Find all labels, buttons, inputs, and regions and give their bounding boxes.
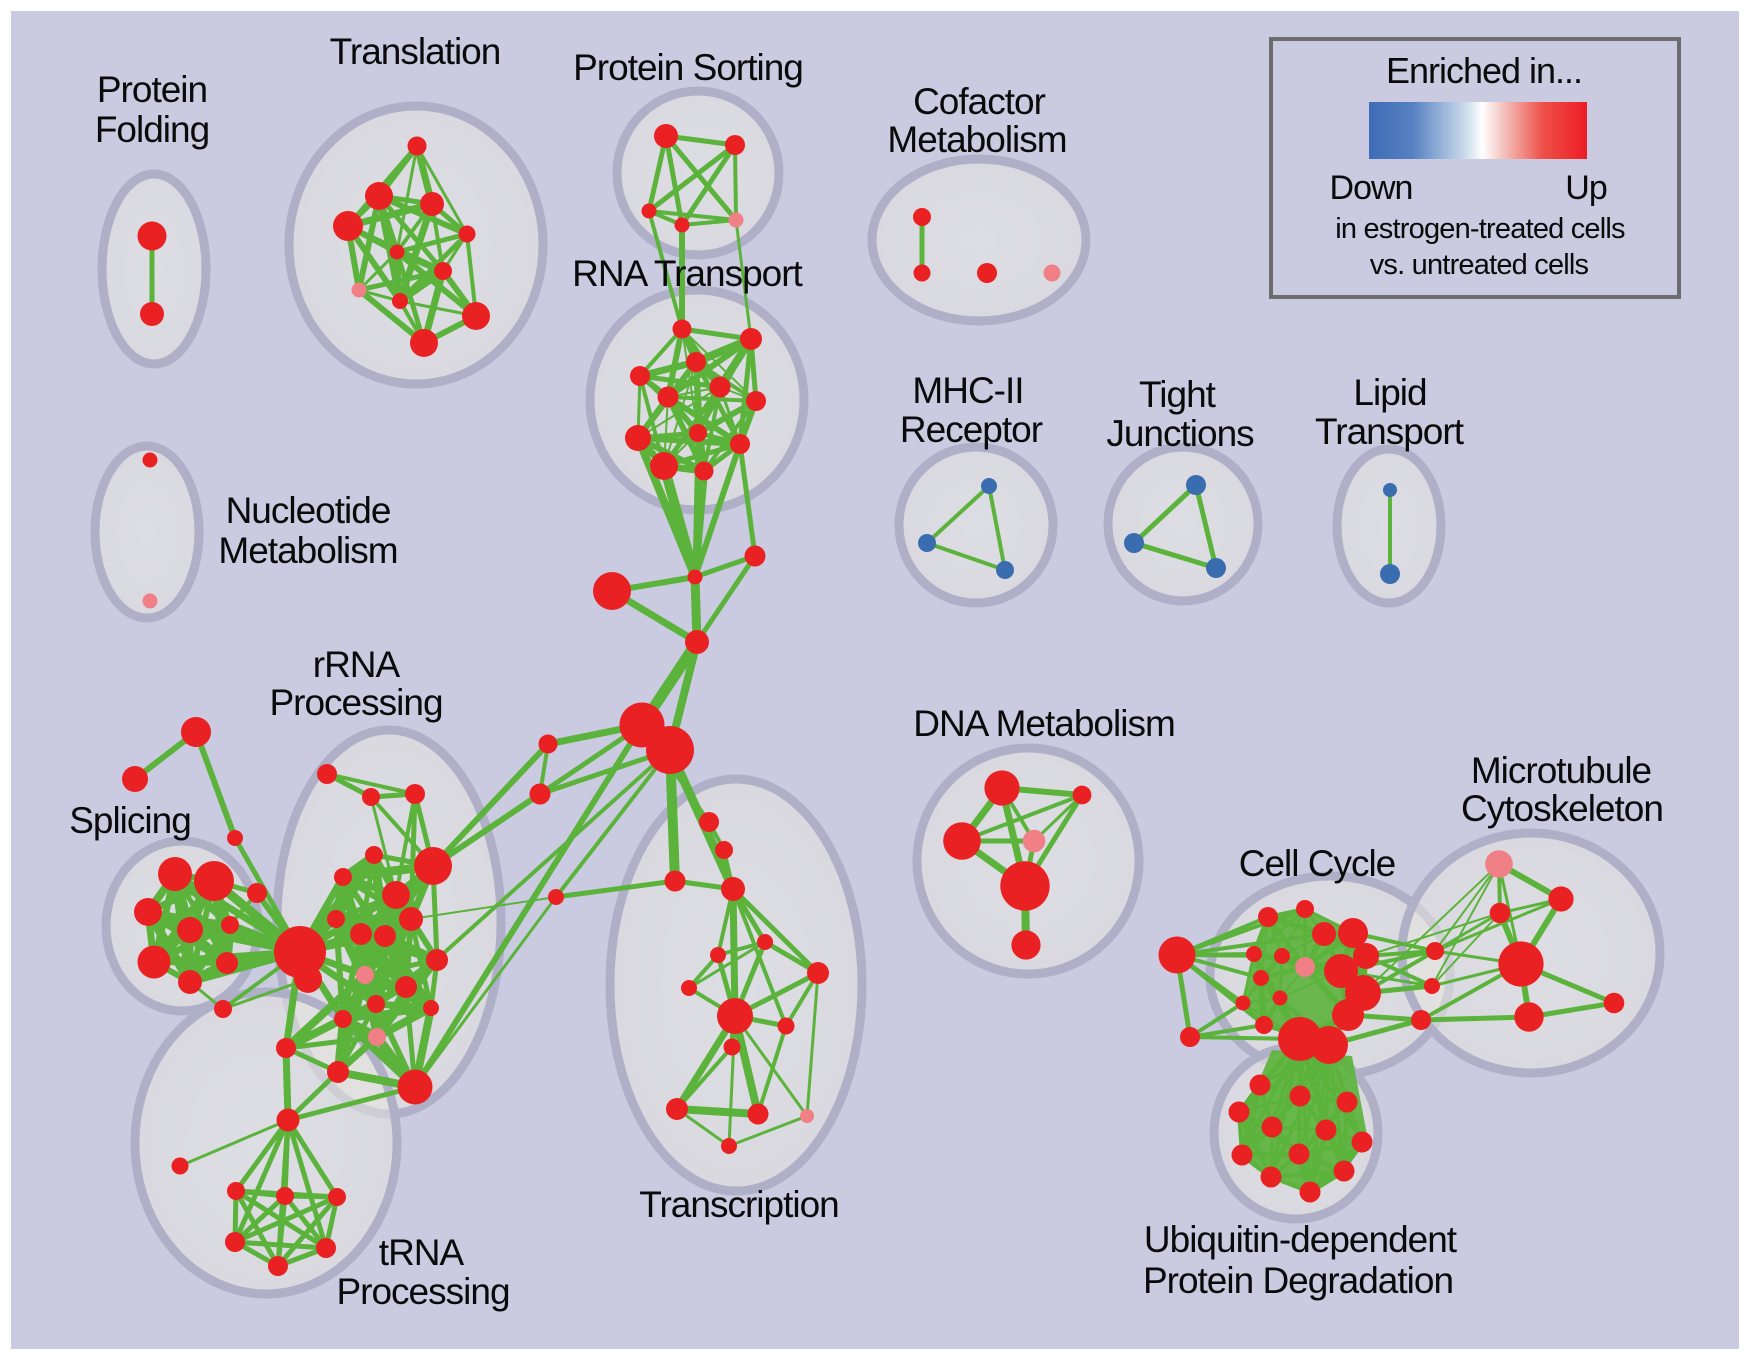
svg-text:Folding: Folding [95, 109, 209, 150]
svg-text:Lipid: Lipid [1353, 372, 1426, 413]
svg-text:Transcription: Transcription [639, 1184, 838, 1225]
svg-text:Cell Cycle: Cell Cycle [1239, 843, 1396, 884]
svg-text:DNA Metabolism: DNA Metabolism [913, 703, 1175, 744]
svg-text:Tight: Tight [1139, 374, 1217, 415]
svg-text:Receptor: Receptor [900, 409, 1043, 450]
svg-text:Translation: Translation [330, 31, 501, 72]
svg-text:Processing: Processing [269, 682, 442, 723]
svg-text:Metabolism: Metabolism [218, 530, 397, 571]
svg-text:Protein Degradation: Protein Degradation [1143, 1260, 1453, 1301]
svg-text:tRNA: tRNA [379, 1232, 465, 1273]
svg-text:RNA Transport: RNA Transport [572, 253, 803, 294]
svg-text:Cytoskeleton: Cytoskeleton [1461, 788, 1663, 829]
svg-text:Nucleotide: Nucleotide [226, 490, 391, 531]
svg-text:MHC-II: MHC-II [912, 370, 1023, 411]
svg-text:Cofactor: Cofactor [913, 81, 1046, 122]
svg-text:Metabolism: Metabolism [887, 119, 1066, 160]
svg-text:Enriched in...: Enriched in... [1386, 50, 1582, 91]
svg-text:Processing: Processing [336, 1271, 509, 1312]
svg-text:rRNA: rRNA [313, 644, 401, 685]
svg-text:Splicing: Splicing [69, 800, 191, 841]
svg-text:Transport: Transport [1315, 411, 1465, 452]
svg-text:Up: Up [1565, 169, 1607, 207]
svg-text:Protein Sorting: Protein Sorting [573, 47, 803, 88]
svg-text:vs. untreated cells: vs. untreated cells [1370, 249, 1589, 281]
svg-text:Protein: Protein [97, 69, 207, 110]
svg-text:in estrogen-treated cells: in estrogen-treated cells [1335, 213, 1625, 245]
svg-text:Microtubule: Microtubule [1471, 750, 1651, 791]
svg-text:Junctions: Junctions [1106, 413, 1254, 454]
svg-text:Down: Down [1330, 169, 1413, 207]
svg-text:Ubiquitin-dependent: Ubiquitin-dependent [1144, 1219, 1458, 1260]
